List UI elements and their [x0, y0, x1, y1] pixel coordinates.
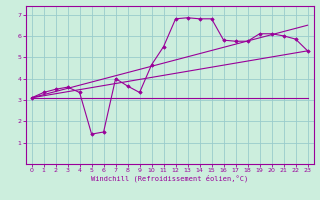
- X-axis label: Windchill (Refroidissement éolien,°C): Windchill (Refroidissement éolien,°C): [91, 175, 248, 182]
